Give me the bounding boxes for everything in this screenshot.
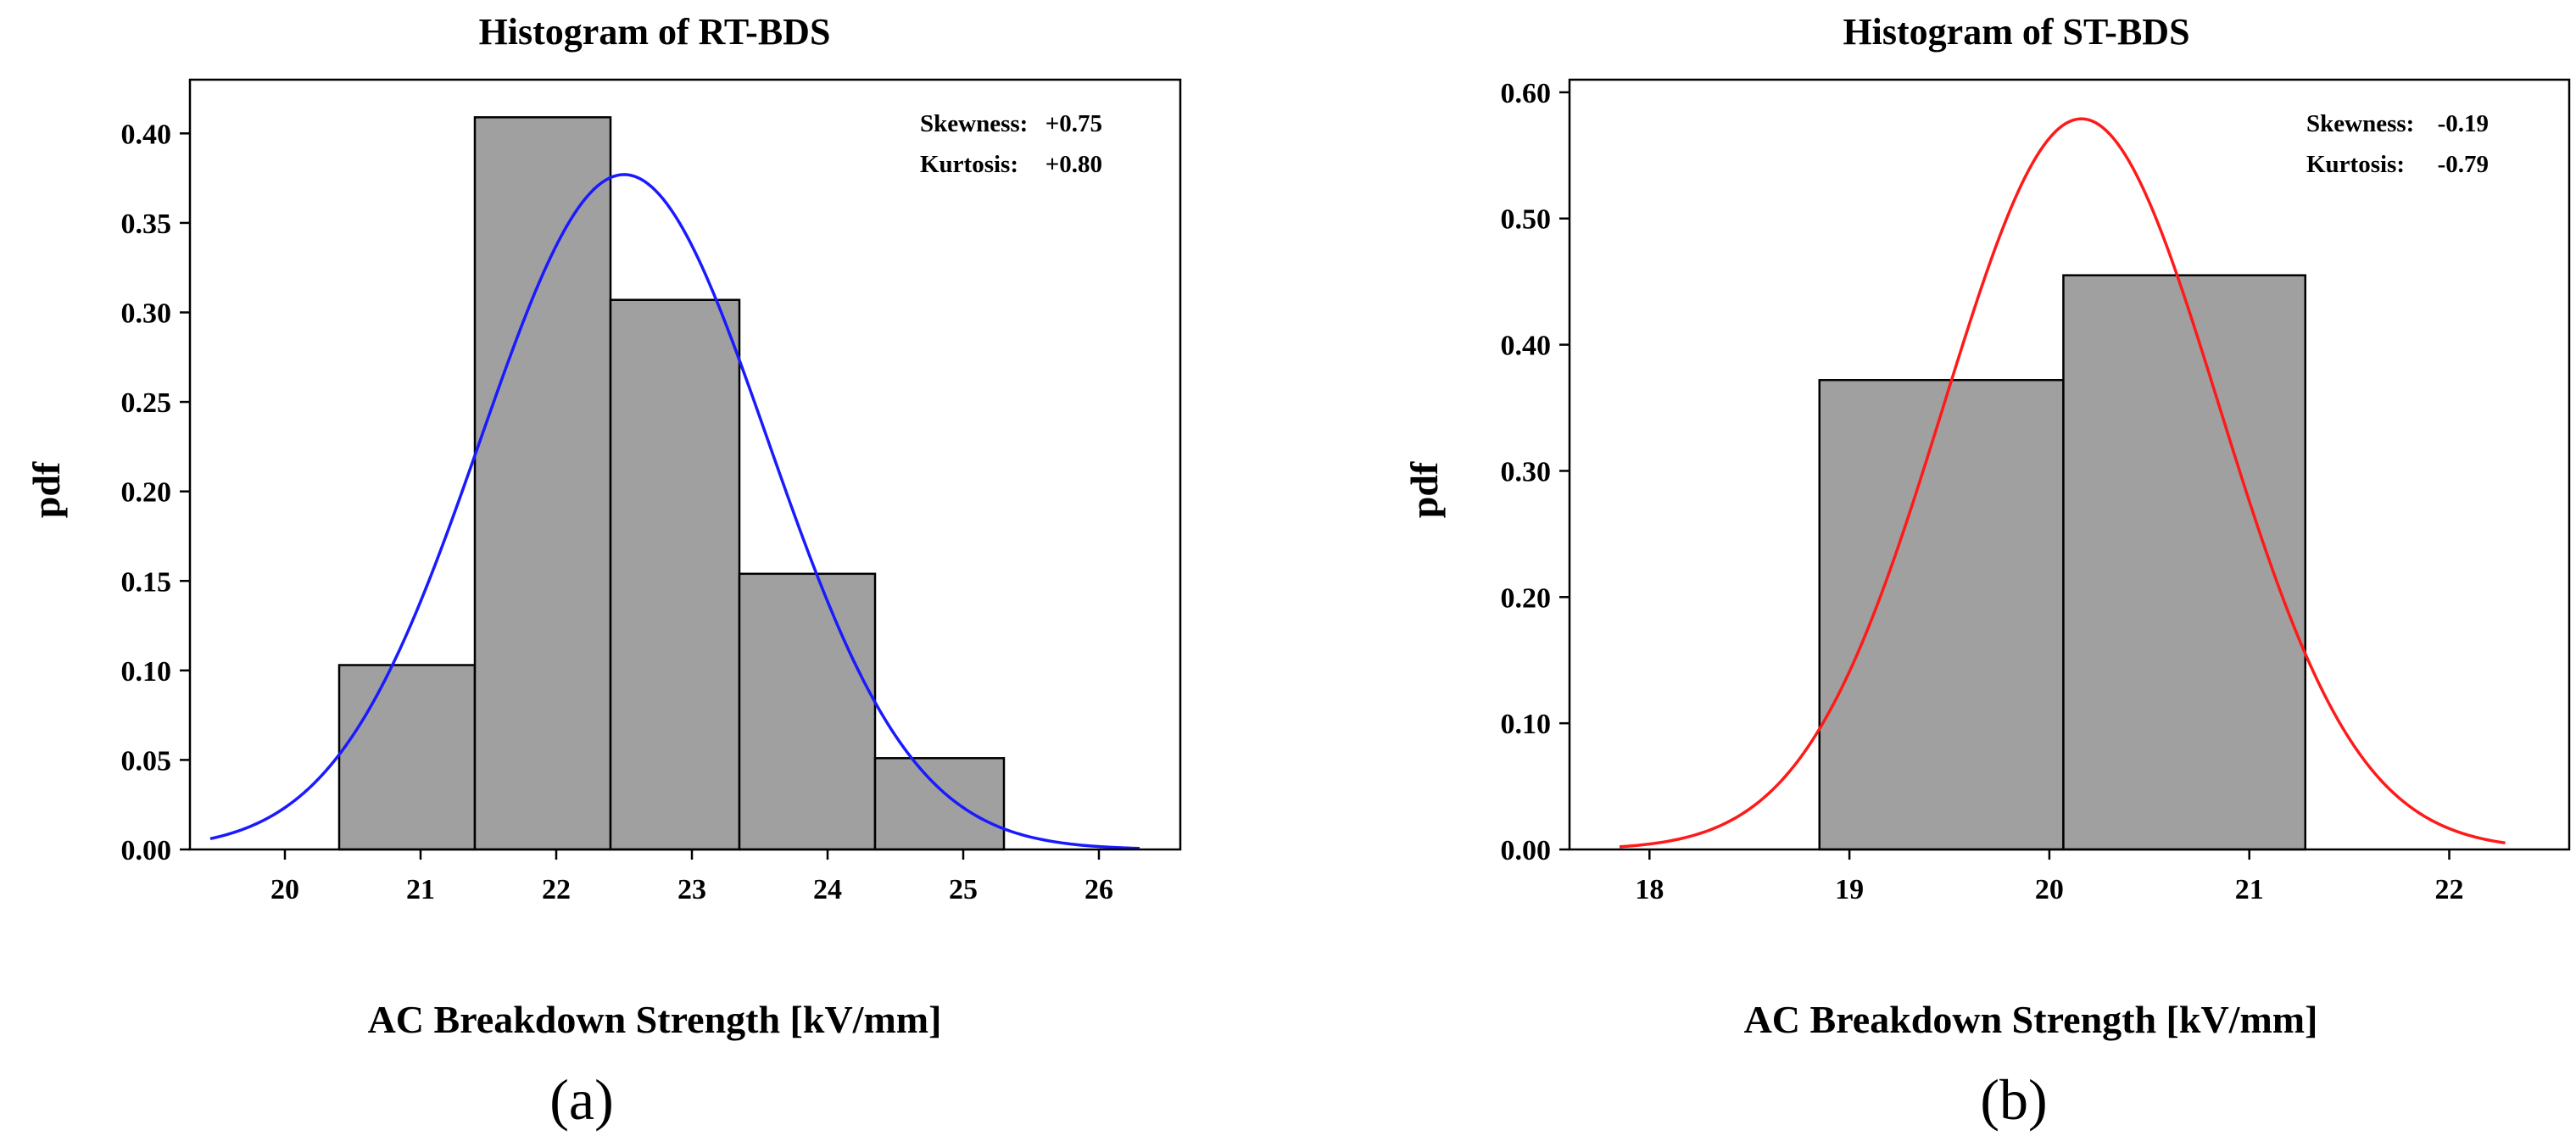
x-tick-label: 21	[406, 874, 435, 905]
histogram-bar	[738, 572, 877, 851]
y-tick-label: 0.40	[121, 119, 172, 150]
y-tick-label: 0.25	[121, 387, 172, 419]
histogram-panel-rt-bds: Histogram of RT-BDS pdf AC Breakdown Str…	[25, 11, 1182, 1132]
x-tick-label: 20	[2035, 874, 2064, 905]
y-tick-label: 0.00	[121, 835, 172, 866]
histogram-bar	[473, 116, 612, 851]
y-tick-label: 0.20	[1501, 582, 1552, 614]
x-tick-label: 20	[270, 874, 299, 905]
histogram-bar	[1818, 379, 2065, 851]
chart-title: Histogram of ST-BDS	[1843, 11, 2189, 53]
x-axis-label: AC Breakdown Strength [kV/mm]	[368, 998, 942, 1041]
histogram-bar	[609, 298, 741, 851]
y-tick-label: 0.10	[121, 656, 172, 688]
stats-value: -0.79	[2438, 151, 2489, 178]
stats-label: Skewness:	[2306, 110, 2414, 137]
y-tick-label: 0.05	[121, 745, 172, 777]
y-tick-label: 0.40	[1501, 331, 1552, 362]
y-axis-label: pdf	[25, 461, 68, 518]
normal-distribution-curve	[1619, 117, 2506, 849]
stats-value: -0.19	[2438, 110, 2489, 137]
y-tick-label: 0.30	[1501, 456, 1552, 487]
stats-value: +0.75	[1045, 110, 1102, 137]
stats-label: Kurtosis:	[2306, 151, 2405, 178]
x-tick-label: 22	[542, 874, 571, 905]
panel-label: (a)	[549, 1067, 613, 1132]
x-tick-label: 26	[1084, 874, 1113, 905]
x-tick-label: 19	[1835, 874, 1864, 905]
x-axis-label: AC Breakdown Strength [kV/mm]	[1744, 998, 2318, 1041]
normal-distribution-curve	[209, 173, 1140, 850]
stats-value: +0.80	[1045, 151, 1102, 178]
plot-area: 20 21 22 23 24 25 26 0.00 0.05 0.10 0.15 0.20 0.25 0.…	[121, 78, 1182, 905]
y-tick-label: 0.15	[121, 566, 172, 598]
plot-frame	[1568, 78, 2571, 851]
histogram-bar	[2062, 274, 2306, 851]
y-tick-label: 0.20	[121, 477, 172, 509]
x-tick-label: 25	[949, 874, 978, 905]
y-tick-label: 0.10	[1501, 709, 1552, 740]
x-tick-label: 21	[2235, 874, 2264, 905]
panel-label: (b)	[1980, 1067, 2047, 1132]
plot-frame	[188, 78, 1182, 851]
histogram-bar	[873, 757, 1006, 851]
x-tick-label: 24	[813, 874, 842, 905]
plot-area: 18 19 20 21 22 0.00 0.10 0.20 0.30 0.40 0.50 0.60 Sk…	[1501, 78, 2571, 905]
y-tick-label: 0.60	[1501, 78, 1552, 109]
stats-label: Skewness:	[920, 110, 1028, 137]
x-tick-label: 22	[2435, 874, 2464, 905]
chart-title: Histogram of RT-BDS	[479, 11, 831, 53]
y-tick-label: 0.00	[1501, 835, 1552, 866]
stats-label: Kurtosis:	[920, 151, 1018, 178]
y-tick-label: 0.50	[1501, 204, 1552, 236]
histogram-panel-st-bds: Histogram of ST-BDS pdf AC Breakdown Str…	[1402, 11, 2571, 1132]
x-tick-label: 23	[677, 874, 706, 905]
x-tick-label: 18	[1635, 874, 1664, 905]
histogram-bar	[337, 664, 477, 851]
y-tick-label: 0.30	[121, 298, 172, 330]
y-axis-label: pdf	[1402, 461, 1446, 518]
y-tick-label: 0.35	[121, 209, 172, 240]
